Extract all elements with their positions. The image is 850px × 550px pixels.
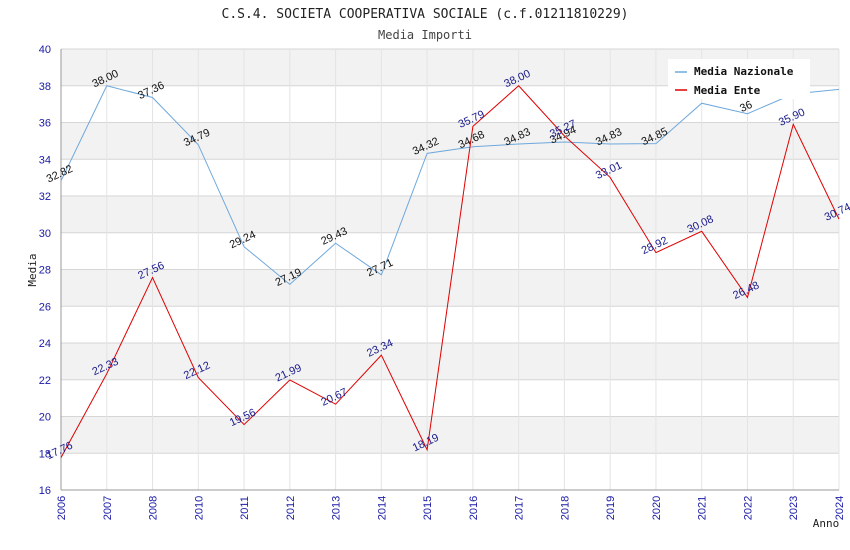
x-tick-label: 2008 — [148, 496, 160, 520]
x-tick-label: 2021 — [697, 496, 709, 520]
grid-lines — [60, 48, 840, 491]
grid-band — [61, 416, 839, 454]
y-axis-label: Media — [26, 253, 39, 286]
x-tick-label: 2020 — [651, 496, 663, 520]
legend: Media Nazionale Media Ente — [668, 59, 810, 99]
x-tick-label: 2018 — [559, 496, 571, 520]
legend-box — [668, 59, 810, 99]
data-label-nazionale: 36 — [738, 99, 754, 115]
y-tick-label: 28 — [39, 265, 51, 277]
legend-label-ente: Media Ente — [694, 84, 761, 97]
series-lines — [60, 85, 840, 458]
x-tick-label: 2016 — [468, 496, 480, 520]
x-tick-label: 2022 — [742, 496, 754, 520]
chart-title: C.S.4. SOCIETA COOPERATIVA SOCIALE (c.f.… — [222, 7, 629, 22]
grid-band — [61, 232, 839, 270]
y-tick-label: 26 — [39, 301, 51, 313]
x-tick-label: 2013 — [331, 496, 343, 520]
x-tick-label: 2011 — [239, 496, 251, 520]
y-tick-label: 32 — [39, 191, 51, 203]
x-tick-label: 2012 — [285, 496, 297, 520]
grid-band — [61, 159, 839, 196]
x-tick-label: 2014 — [376, 496, 388, 520]
chart-subtitle: Media Importi — [378, 28, 472, 42]
x-tick-label: 2006 — [56, 496, 68, 520]
y-tick-label: 24 — [39, 338, 51, 350]
legend-label-nazionale: Media Nazionale — [694, 65, 794, 78]
x-tick-label: 2024 — [834, 496, 846, 520]
y-tick-label: 18 — [39, 448, 51, 460]
x-tick-label: 2010 — [193, 496, 205, 520]
grid-band — [61, 343, 839, 380]
grid-bands — [61, 49, 839, 490]
y-tick-labels: 16 18 20 22 24 26 28 30 32 34 36 38 40 — [39, 44, 51, 497]
y-tick-label: 22 — [39, 375, 51, 387]
x-tick-label: 2015 — [422, 496, 434, 520]
y-tick-label: 40 — [39, 44, 51, 56]
grid-band — [61, 379, 839, 417]
x-tick-labels: 2006 2007 2008 2010 2011 2012 2013 2014 2015 2016… — [56, 496, 846, 520]
x-tick-label: 2019 — [605, 496, 617, 520]
y-tick-label: 34 — [39, 154, 51, 166]
series-line-nazionale — [60, 85, 840, 286]
x-tick-label: 2007 — [102, 496, 114, 520]
grid-band — [61, 306, 839, 343]
y-tick-label: 38 — [39, 81, 51, 93]
x-tick-label: 2023 — [788, 496, 800, 520]
grid-band — [61, 196, 839, 233]
y-tick-label: 20 — [39, 412, 51, 424]
grid-band — [61, 122, 839, 160]
y-tick-label: 30 — [39, 228, 51, 240]
grid-band — [61, 453, 839, 490]
y-tick-label: 36 — [39, 118, 51, 130]
series-line-ente — [60, 85, 840, 458]
y-tick-label: 16 — [39, 485, 51, 497]
x-axis-label: Anno — [813, 517, 840, 530]
x-tick-label: 2017 — [514, 496, 526, 520]
